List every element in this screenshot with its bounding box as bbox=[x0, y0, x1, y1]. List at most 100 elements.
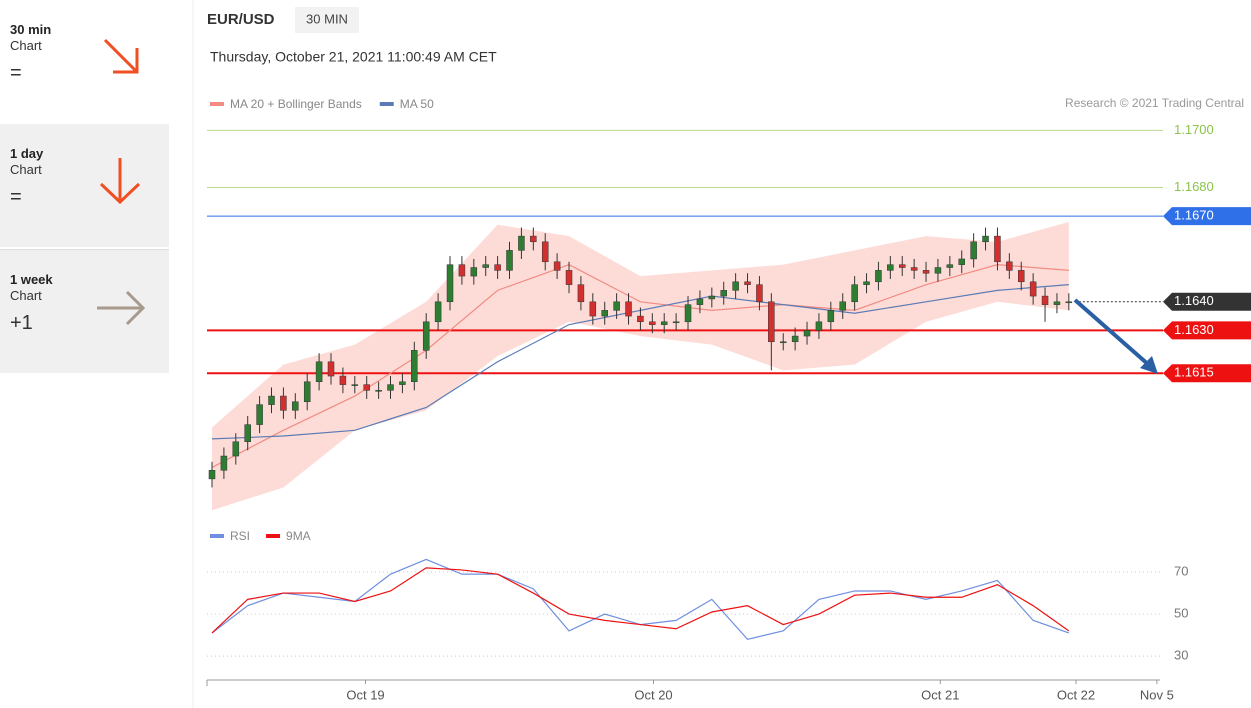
legend-swatch bbox=[379, 102, 394, 106]
candle-body bbox=[934, 267, 942, 274]
candle-body bbox=[422, 321, 430, 351]
rsi-line bbox=[211, 558, 1070, 640]
x-tick-label: Oct 22 bbox=[1057, 687, 1095, 702]
candle-body bbox=[660, 321, 668, 325]
candle-body bbox=[1053, 301, 1061, 305]
sidebar: 30 min Chart = 1 day Chart = 1 week Char… bbox=[0, 0, 170, 375]
candle-body bbox=[887, 264, 894, 271]
candle-body bbox=[803, 330, 811, 337]
legend-swatch bbox=[210, 534, 224, 538]
candle-body bbox=[744, 281, 751, 285]
y-tick-label: 70 bbox=[1174, 563, 1188, 578]
candle-body bbox=[946, 264, 954, 268]
candle-body bbox=[327, 361, 335, 377]
candle-body bbox=[779, 341, 787, 344]
x-tick-label: Oct 19 bbox=[346, 687, 384, 702]
x-tick-label: Oct 20 bbox=[634, 687, 672, 702]
forecast-arrow bbox=[1073, 298, 1152, 368]
candle-body bbox=[696, 298, 704, 305]
legend-label: MA 50 bbox=[400, 97, 434, 111]
level-label: 1.1670 bbox=[1174, 208, 1214, 223]
candle-body bbox=[1041, 295, 1049, 305]
trend-icon bbox=[97, 290, 146, 326]
candle-body bbox=[649, 321, 656, 325]
level-label: 1.1640 bbox=[1174, 293, 1214, 308]
item-value: = bbox=[10, 62, 22, 84]
candle-body bbox=[589, 301, 597, 317]
y-tick-label: 50 bbox=[1174, 606, 1188, 621]
candle-body bbox=[958, 258, 965, 265]
date: Thursday, October 21, 2021 11:00:49 AM C… bbox=[210, 49, 497, 65]
candle-body bbox=[1065, 301, 1073, 304]
candle-body bbox=[530, 235, 537, 243]
timeframe-item[interactable]: 1 day Chart = bbox=[0, 124, 169, 247]
legend-label: RSI bbox=[230, 529, 250, 543]
trend-icon bbox=[103, 38, 139, 74]
candle-body bbox=[244, 424, 251, 442]
candle-body bbox=[851, 284, 858, 303]
candle-body bbox=[839, 301, 846, 311]
forecast-arrow-head bbox=[1140, 356, 1158, 374]
candle-body bbox=[732, 281, 739, 291]
candle-body bbox=[363, 384, 370, 391]
candle-body bbox=[292, 401, 299, 411]
legend-swatch bbox=[210, 102, 224, 106]
candle-body bbox=[672, 321, 680, 324]
candle-body bbox=[768, 301, 775, 343]
candle-body bbox=[208, 470, 216, 480]
level-tag bbox=[1163, 292, 1251, 311]
symbol: EUR/USD bbox=[207, 11, 275, 28]
candle-body bbox=[387, 384, 394, 391]
item-value: = bbox=[10, 186, 22, 208]
candle-body bbox=[446, 264, 454, 303]
credit: Research © 2021 Trading Central bbox=[1065, 96, 1244, 110]
candle-body bbox=[470, 267, 478, 277]
interval: 30 MIN bbox=[306, 11, 348, 26]
item-title: 1 week bbox=[10, 272, 53, 287]
candle-body bbox=[541, 241, 549, 263]
y-tick-label: 30 bbox=[1174, 648, 1188, 663]
candle-body bbox=[577, 284, 585, 303]
timeframe-item[interactable]: 30 min Chart = bbox=[0, 0, 169, 123]
x-tick-label: Oct 21 bbox=[921, 687, 959, 702]
candle-body bbox=[1017, 270, 1025, 283]
candle-body bbox=[458, 264, 466, 277]
level-tag bbox=[1163, 207, 1251, 226]
item-label: Chart bbox=[10, 162, 42, 177]
candle-body bbox=[601, 310, 608, 317]
candle-body bbox=[339, 375, 347, 385]
bollinger-band bbox=[211, 221, 1069, 511]
rsi-line bbox=[211, 567, 1070, 634]
candle-body bbox=[399, 381, 406, 385]
candle-body bbox=[922, 270, 930, 274]
level-label: 1.1680 bbox=[1174, 179, 1214, 194]
candle-body bbox=[708, 295, 716, 300]
legend-label: MA 20 + Bollinger Bands bbox=[230, 97, 362, 111]
candle-body bbox=[303, 381, 311, 403]
candle-body bbox=[720, 290, 727, 297]
candle-body bbox=[482, 264, 489, 268]
candle-body bbox=[280, 395, 287, 411]
timeframe-item[interactable]: 1 week Chart +1 bbox=[0, 249, 169, 373]
candle-body bbox=[613, 301, 620, 311]
candle-body bbox=[375, 390, 382, 392]
candle-body bbox=[553, 261, 561, 271]
level-label: 1.1700 bbox=[1174, 122, 1214, 137]
item-label: Chart bbox=[10, 38, 42, 53]
level-label: 1.1615 bbox=[1174, 365, 1214, 380]
ma-line bbox=[211, 264, 1069, 468]
candle-body bbox=[898, 264, 906, 268]
x-tick-label: Nov 5 bbox=[1140, 687, 1174, 702]
candle-body bbox=[565, 270, 573, 285]
item-value: +1 bbox=[10, 312, 33, 334]
candle-body bbox=[220, 455, 228, 471]
trend-icon bbox=[99, 158, 141, 205]
candle-body bbox=[268, 395, 275, 405]
candle-body bbox=[232, 441, 240, 457]
legend-label: 9MA bbox=[286, 529, 311, 543]
level-label: 1.1630 bbox=[1174, 322, 1214, 337]
candle-body bbox=[625, 301, 632, 317]
candle-body bbox=[970, 241, 977, 260]
